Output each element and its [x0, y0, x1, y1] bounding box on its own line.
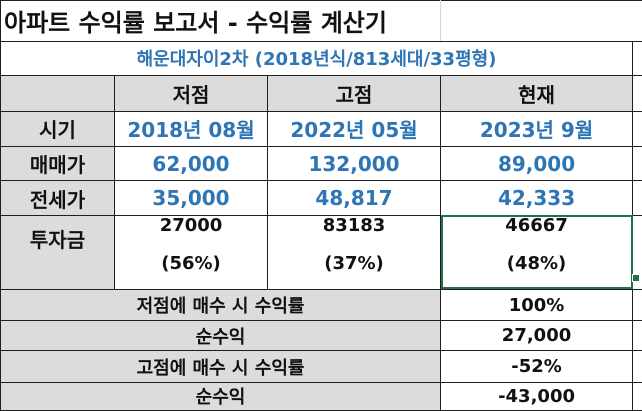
price-current[interactable]: 89,000: [440, 146, 634, 182]
jeonse-low[interactable]: 35,000: [114, 180, 268, 216]
col-header-high[interactable]: 고점: [266, 75, 442, 112]
corner-cell[interactable]: [0, 75, 115, 112]
summary-label-low-return[interactable]: 저점에 매수 시 수익률: [0, 288, 442, 322]
empty-cell[interactable]: [632, 40, 642, 77]
period-high[interactable]: 2022년 05월: [266, 110, 442, 148]
summary-label-high-return[interactable]: 고점에 매수 시 수익률: [0, 350, 442, 383]
jeonse-high[interactable]: 48,817: [266, 180, 442, 216]
empty-cell[interactable]: [632, 288, 642, 322]
empty-cell[interactable]: [632, 320, 642, 352]
empty-cell[interactable]: [632, 75, 642, 112]
empty-cell[interactable]: [632, 350, 642, 383]
investment-current-value: 46667: [505, 215, 568, 236]
price-high[interactable]: 132,000: [266, 146, 442, 182]
row-label-investment[interactable]: 투자금: [0, 214, 115, 290]
period-current[interactable]: 2023년 9월: [440, 110, 634, 148]
row-label-price[interactable]: 매매가: [0, 146, 115, 182]
summary-label-low-profit[interactable]: 순수익: [0, 320, 442, 352]
investment-high[interactable]: 83183 (37%): [266, 214, 442, 290]
investment-high-value: 83183: [322, 215, 386, 236]
empty-cell[interactable]: [632, 146, 642, 182]
period-low[interactable]: 2018년 08월: [114, 110, 268, 148]
investment-low[interactable]: 27000 (56%): [114, 214, 268, 290]
empty-cell[interactable]: [632, 110, 642, 148]
jeonse-current[interactable]: 42,333: [440, 180, 634, 216]
summary-value-low-return[interactable]: 100%: [440, 288, 634, 322]
report-title[interactable]: 아파트 수익률 보고서 - 수익률 계산기: [0, 0, 442, 42]
col-header-low[interactable]: 저점: [114, 75, 268, 112]
investment-low-value: 27000: [159, 215, 223, 236]
summary-value-low-profit[interactable]: 27,000: [440, 320, 634, 352]
row-label-jeonse[interactable]: 전세가: [0, 180, 115, 216]
price-low[interactable]: 62,000: [114, 146, 268, 182]
investment-high-ratio: (37%): [324, 252, 384, 274]
investment-low-ratio: (56%): [161, 252, 221, 274]
investment-current[interactable]: 46667 (48%): [440, 214, 634, 290]
empty-cell[interactable]: [632, 381, 642, 411]
empty-cell[interactable]: [632, 180, 642, 216]
apartment-info[interactable]: 해운대자이2차 (2018년식/813세대/33평형): [0, 40, 634, 77]
summary-label-high-profit[interactable]: 순수익: [0, 381, 442, 411]
empty-cell[interactable]: [440, 0, 642, 42]
fill-handle[interactable]: [632, 274, 640, 282]
col-header-current[interactable]: 현재: [440, 75, 634, 112]
row-label-period[interactable]: 시기: [0, 110, 115, 148]
summary-value-high-profit[interactable]: -43,000: [440, 381, 634, 411]
summary-value-high-return[interactable]: -52%: [440, 350, 634, 383]
investment-current-ratio: (48%): [506, 252, 567, 274]
